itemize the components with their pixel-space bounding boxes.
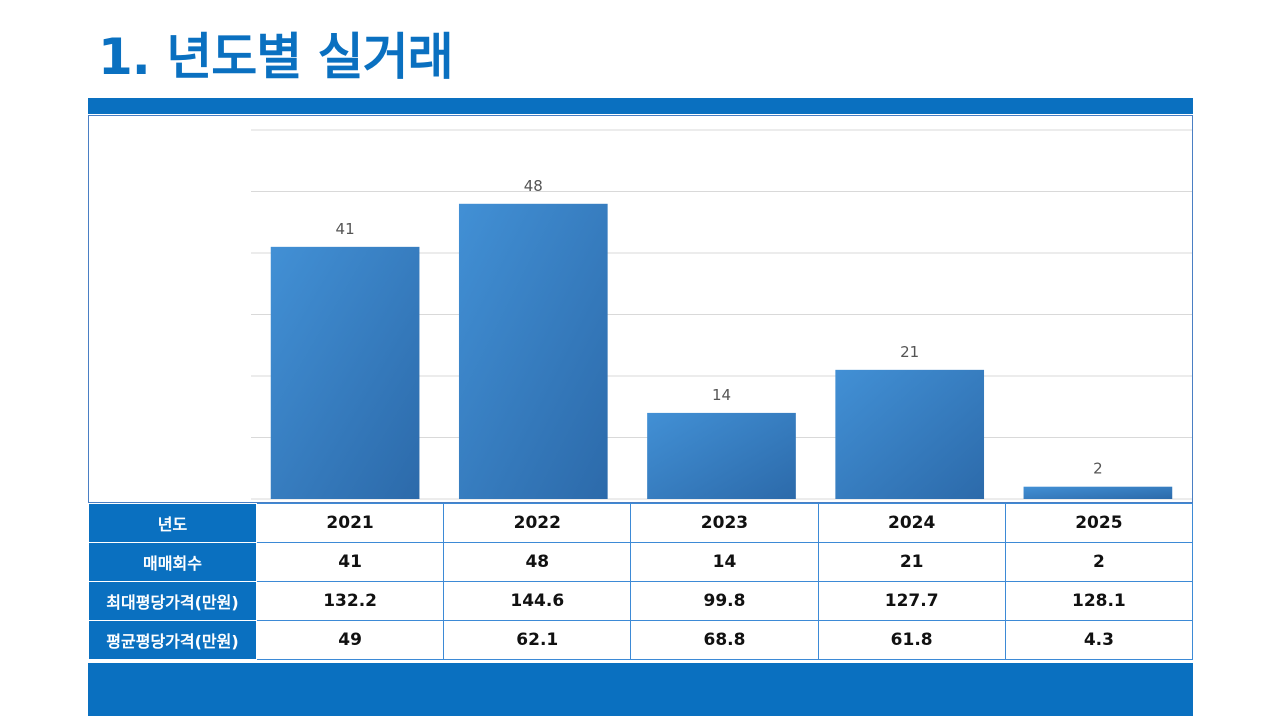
row-header: 평균평당가격(만원) [88, 620, 257, 660]
table-cell: 61.8 [817, 620, 1006, 660]
table-cell: 41 [255, 542, 445, 582]
title-underline-bar [88, 98, 1193, 114]
table-cell: 2025 [1004, 503, 1194, 543]
table-cell: 2023 [630, 503, 819, 543]
table-cell: 2021 [255, 503, 445, 543]
table-cell: 2024 [817, 503, 1006, 543]
table-cell: 2 [1004, 542, 1194, 582]
data-label-2025: 2 [1093, 460, 1103, 478]
row-header: 매매회수 [88, 542, 257, 582]
table-cell: 2022 [443, 503, 632, 543]
bar-2025 [1023, 486, 1173, 499]
table-cell: 62.1 [443, 620, 632, 660]
table-row: 평균평당가격(만원) 49 62.1 68.8 61.8 4.3 [88, 620, 1194, 660]
table-row: 년도 2021 2022 2023 2024 2025 [88, 503, 1194, 543]
table-cell: 127.7 [817, 581, 1006, 621]
table-cell: 68.8 [630, 620, 819, 660]
table-cell: 144.6 [443, 581, 632, 621]
footer-bar [88, 663, 1193, 716]
table-cell: 4.3 [1004, 620, 1194, 660]
data-label-2021: 41 [336, 220, 355, 238]
table-cell: 99.8 [630, 581, 819, 621]
bar-2022 [458, 203, 608, 500]
row-header: 최대평당가격(만원) [88, 581, 257, 621]
row-header: 년도 [88, 503, 257, 543]
data-label-2022: 48 [524, 177, 543, 195]
bar-2023 [647, 412, 796, 499]
table-cell: 132.2 [255, 581, 445, 621]
table-cell: 21 [817, 542, 1006, 582]
table-cell: 128.1 [1004, 581, 1194, 621]
chart-svg: 41 48 14 21 2 [251, 129, 1192, 500]
data-label-2024: 21 [900, 343, 919, 361]
bar-2024 [835, 369, 985, 499]
table-row: 매매회수 41 48 14 21 2 [88, 542, 1194, 582]
data-table: 년도 2021 2022 2023 2024 2025 매매회수 41 48 14 21 2 최대평당가… [88, 503, 1194, 660]
table-cell: 14 [630, 542, 819, 582]
data-label-2023: 14 [712, 386, 731, 404]
bar-chart: 41 48 14 21 2 [88, 115, 1193, 503]
table-cell: 49 [255, 620, 445, 660]
table-row: 최대평당가격(만원) 132.2 144.6 99.8 127.7 128.1 [88, 581, 1194, 621]
bar-2021 [270, 246, 420, 499]
page-title: 1. 년도별 실거래 [98, 28, 454, 86]
table-cell: 48 [443, 542, 632, 582]
